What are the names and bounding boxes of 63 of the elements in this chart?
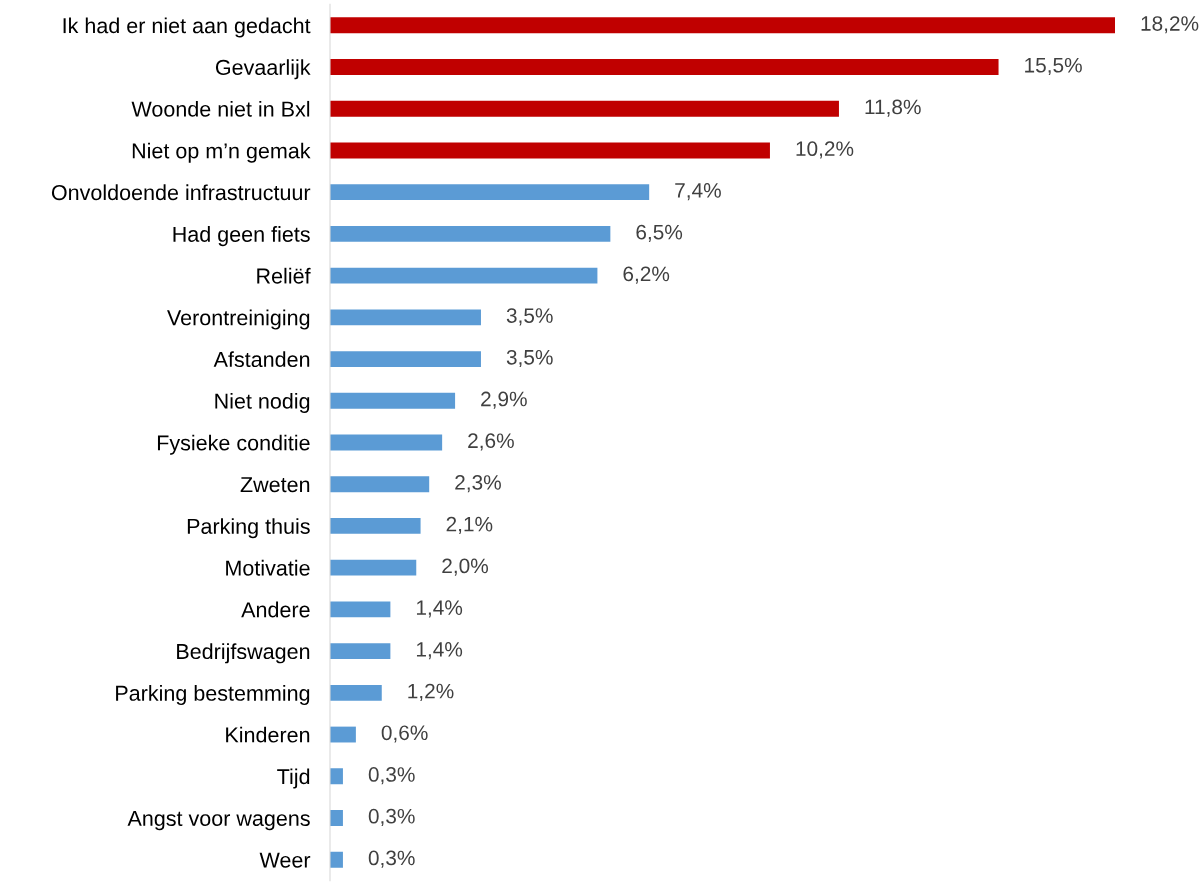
y-tick-label: Weer [259,852,311,868]
bar [330,768,343,785]
bar [330,267,598,284]
bar [330,392,456,409]
y-tick-label: Fysieke conditie [157,434,310,455]
data-label: 11,8% [865,99,921,117]
bar [330,601,391,618]
bar [330,309,481,326]
y-tick-label: Gevaarlijk [215,59,311,80]
bar [330,184,650,201]
bar [330,726,356,743]
bar [330,59,999,75]
data-label: 0,3% [368,850,415,868]
bar [330,559,417,576]
bar [330,100,839,117]
y-tick-label: Verontreiniging [167,309,310,330]
y-tick-label: Zweten [240,477,310,493]
data-label: 1,2% [408,683,454,701]
bar [330,17,1115,34]
data-label: 0,3% [368,767,415,785]
data-label: 15,5% [1025,57,1082,76]
data-label: 2,0% [442,558,489,576]
data-label: 6,2% [623,266,670,284]
bar [330,225,611,242]
data-label: 3,5% [506,308,553,326]
y-tick-label: Parking bestemming [116,685,310,706]
y-tick-label: Angst voor wagens [127,810,310,831]
bar [330,142,770,159]
bar [330,476,430,493]
y-tick-label: Kinderen [226,726,310,743]
bar [330,851,343,868]
y-tick-label: Had geen fiets [173,226,310,247]
data-label: 1,4% [416,600,463,618]
bar [330,351,481,367]
y-tick-label: Reliëf [257,267,311,284]
data-label: 7,4% [675,183,721,201]
y-tick-label: Ik had er niet aan gedacht [63,17,311,38]
y-tick-label: Afstanden [213,351,310,368]
data-label: 2,9% [481,391,527,409]
y-tick-label: Niet nodig [215,392,310,414]
y-tick-label: Andere [241,601,310,618]
y-tick-label: Woonde niet in Bxl [131,100,310,117]
y-tick-label: Bedrijfswagen [177,643,310,664]
y-tick-label: Onvoldoende infrastructuur [51,184,311,201]
bar [330,810,343,826]
bar [330,643,391,660]
data-label: 6,5% [636,224,683,242]
data-label: 18,2% [1141,16,1199,34]
bar [330,684,382,701]
y-tick-label: Niet op m’n gemak [132,142,311,163]
y-tick-label: Tijd [277,768,310,789]
y-tick-label: Motivatie [226,559,310,576]
data-label: 3,5% [506,349,553,368]
data-label: 0,3% [368,808,415,827]
bar [330,434,443,451]
data-label: 1,4% [416,642,463,660]
data-label: 2,1% [446,516,493,534]
data-label: 2,6% [468,433,514,451]
data-label: 0,6% [381,725,428,743]
bar [330,518,421,534]
data-label: 10,2% [796,141,854,159]
data-label: 2,3% [455,475,501,493]
y-tick-label: Parking thuis [187,518,310,539]
